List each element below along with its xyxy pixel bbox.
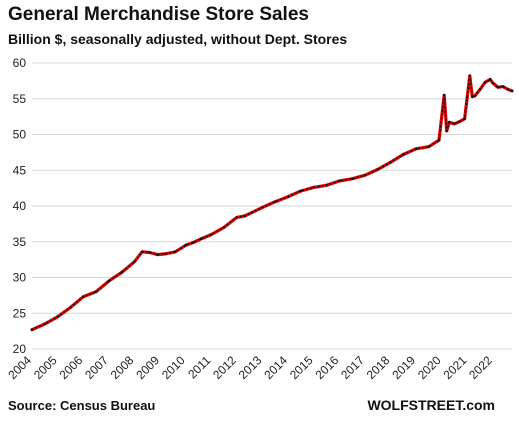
data-point — [506, 88, 510, 91]
data-point — [274, 200, 277, 203]
series-line-red — [30, 74, 514, 332]
x-tick-label: 2008 — [108, 353, 137, 382]
x-tick-label: 2010 — [159, 353, 188, 382]
x-tick-label: 2005 — [31, 353, 60, 382]
data-point — [489, 78, 492, 81]
y-tick-label: 25 — [13, 306, 27, 320]
data-point — [286, 195, 290, 198]
x-axis-ticks: 2004200520062007200820092010201120122013… — [5, 353, 495, 382]
data-point — [402, 153, 405, 156]
data-point — [448, 121, 451, 124]
data-point — [363, 174, 366, 177]
data-point — [30, 328, 34, 331]
x-tick-label: 2018 — [364, 353, 393, 382]
y-tick-label: 40 — [13, 199, 27, 213]
data-point — [496, 86, 500, 89]
x-tick-label: 2013 — [236, 353, 265, 382]
x-tick-label: 2009 — [133, 353, 162, 382]
data-point — [471, 95, 474, 98]
data-point — [312, 186, 315, 189]
y-tick-label: 45 — [13, 163, 27, 177]
x-tick-label: 2006 — [57, 353, 86, 382]
data-point — [483, 81, 487, 84]
data-point — [491, 81, 494, 85]
data-point — [427, 145, 430, 148]
chart-subtitle: Billion $, seasonally adjusted, without … — [8, 31, 348, 47]
data-point — [458, 120, 461, 123]
y-tick-label: 55 — [13, 92, 27, 106]
data-point — [350, 177, 354, 181]
data-point — [56, 315, 59, 319]
source-note: Source: Census Bureau — [8, 398, 156, 413]
data-point — [43, 322, 46, 326]
data-point — [376, 168, 379, 171]
x-tick-label: 2016 — [313, 353, 342, 382]
data-point — [463, 117, 466, 120]
x-tick-label: 2007 — [82, 353, 111, 382]
y-tick-label: 60 — [13, 56, 27, 70]
data-point — [184, 244, 187, 247]
data-point — [473, 94, 477, 98]
brand-label: WOLFSTREET.com — [367, 397, 495, 413]
chart-title: General Merchandise Store Sales — [8, 4, 309, 25]
data-point — [243, 214, 246, 218]
data-point — [82, 295, 85, 299]
y-tick-label: 30 — [13, 271, 27, 285]
data-point — [250, 211, 254, 214]
x-tick-label: 2021 — [441, 353, 470, 382]
data-point — [156, 253, 159, 256]
x-tick-label: 2020 — [415, 353, 444, 382]
data-point — [389, 161, 392, 164]
gridlines — [32, 62, 512, 350]
data-point — [299, 189, 302, 193]
data-point — [478, 88, 482, 91]
data-point — [199, 237, 203, 241]
data-point — [437, 139, 441, 142]
x-tick-label: 2019 — [389, 353, 418, 382]
y-tick-label: 50 — [13, 128, 27, 142]
data-point — [210, 233, 213, 236]
data-point — [94, 290, 98, 293]
data-point — [192, 241, 195, 244]
data-point — [445, 129, 448, 133]
x-tick-label: 2004 — [5, 353, 34, 382]
data-point — [148, 251, 151, 254]
data-point — [510, 89, 514, 93]
data-point — [466, 96, 469, 99]
data-point — [133, 260, 136, 263]
data-point — [120, 271, 123, 274]
data-point — [261, 206, 264, 209]
data-point — [174, 250, 177, 253]
data-point — [235, 216, 238, 219]
x-tick-label: 2012 — [210, 353, 239, 382]
data-point — [468, 74, 471, 78]
data-point — [338, 179, 341, 183]
x-tick-label: 2022 — [466, 353, 495, 382]
data-point — [453, 122, 456, 125]
y-tick-label: 20 — [13, 342, 27, 356]
data-point — [140, 250, 144, 253]
data-point — [501, 85, 505, 88]
data-point — [107, 279, 111, 283]
x-tick-label: 2014 — [261, 353, 290, 382]
data-point — [325, 184, 328, 187]
data-point — [442, 93, 446, 97]
x-tick-label: 2011 — [185, 353, 213, 381]
y-tick-label: 35 — [13, 235, 27, 249]
x-tick-label: 2015 — [287, 353, 316, 382]
data-point — [414, 147, 418, 150]
data-point — [222, 226, 226, 229]
y-axis-ticks: 20 25 30 35 40 45 50 55 60 — [13, 56, 27, 356]
x-tick-label: 2017 — [338, 353, 367, 382]
data-point — [69, 306, 72, 309]
series-lines — [30, 74, 514, 332]
data-point — [163, 252, 167, 256]
